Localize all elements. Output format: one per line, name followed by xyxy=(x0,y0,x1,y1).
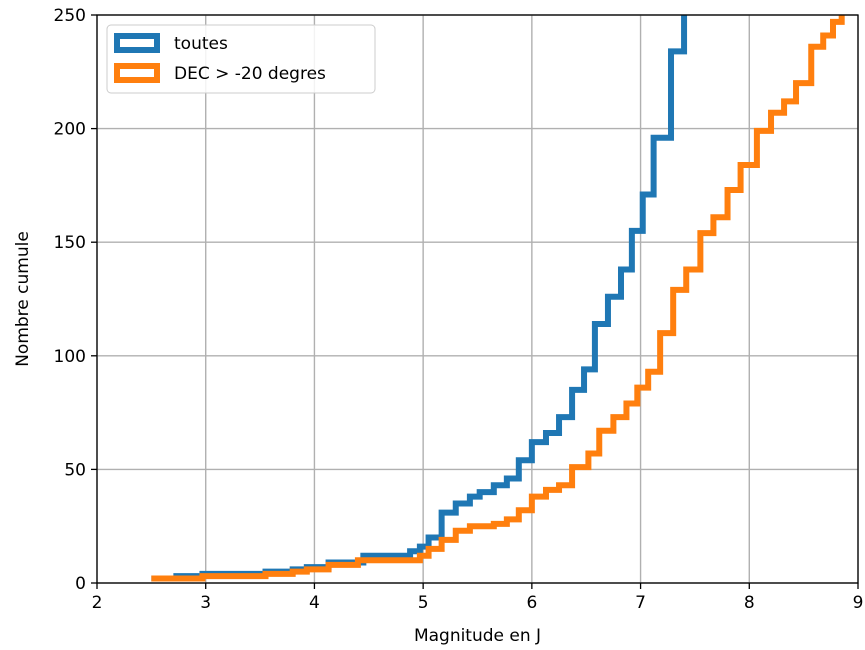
x-tick-label: 6 xyxy=(526,593,537,613)
series-line-2 xyxy=(151,15,845,582)
y-tick-label: 100 xyxy=(54,347,86,367)
legend-swatch xyxy=(114,33,160,53)
y-tick-label: 250 xyxy=(54,6,86,26)
series-layer xyxy=(151,15,845,582)
x-axis-label: Magnitude en J xyxy=(414,626,541,646)
x-tick-label: 9 xyxy=(853,593,864,613)
legend-swatch xyxy=(114,63,160,83)
y-axis-label: Nombre cumule xyxy=(13,231,33,367)
x-tick-label: 2 xyxy=(92,593,103,613)
y-tick-label: 200 xyxy=(54,120,86,140)
x-tick-label: 5 xyxy=(418,593,429,613)
x-tick-label: 7 xyxy=(635,593,646,613)
legend-box xyxy=(106,24,376,94)
y-tick-label: 150 xyxy=(54,233,86,253)
x-tick-label: 4 xyxy=(309,593,320,613)
legend: toutes DEC > -20 degres xyxy=(106,24,376,94)
legend-label: DEC > -20 degres xyxy=(174,64,326,84)
y-tick-label: 50 xyxy=(64,460,86,480)
axis-ticks: 2 3 4 5 6 7 8 9 0 50 100 150 200 250 xyxy=(54,6,864,613)
legend-label: toutes xyxy=(174,34,228,54)
x-tick-label: 3 xyxy=(200,593,211,613)
y-tick-label: 0 xyxy=(75,574,86,594)
plot-frame xyxy=(96,14,859,584)
x-tick-label: 8 xyxy=(744,593,755,613)
